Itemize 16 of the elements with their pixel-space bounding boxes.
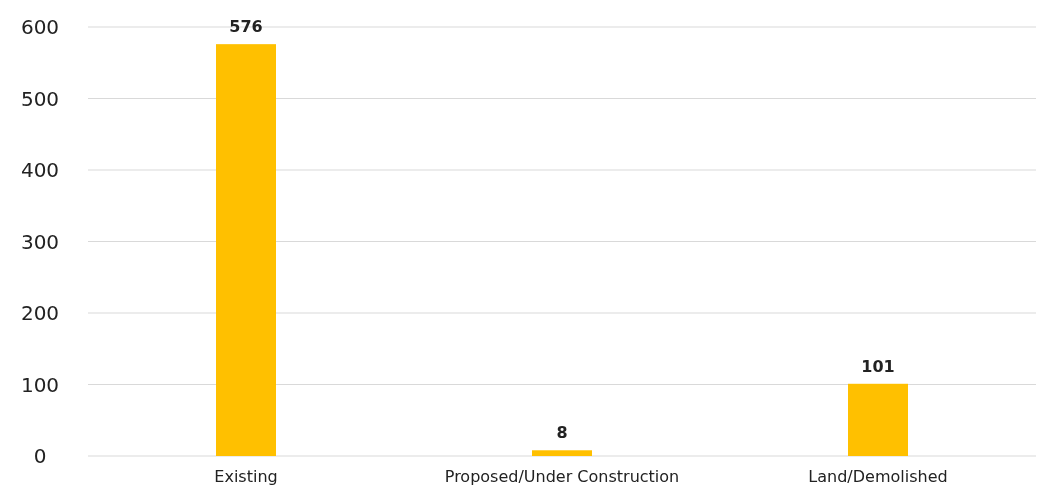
data-label: 8 (556, 423, 568, 443)
bar (848, 383, 908, 456)
bar (532, 450, 592, 456)
bar (216, 44, 276, 456)
x-tick-label: Proposed/Under Construction (444, 467, 680, 486)
data-label: 576 (229, 17, 263, 37)
y-tick-label: 100 (20, 372, 60, 397)
y-tick-label: 600 (20, 15, 60, 39)
y-tick-label: 400 (20, 158, 60, 182)
y-tick-label: 300 (20, 229, 60, 254)
y-tick-label: 0 (33, 444, 47, 468)
x-tick-label: Existing (214, 467, 278, 486)
x-tick-label: Land/Demolished (808, 467, 948, 486)
y-tick-label: 200 (20, 301, 60, 325)
data-label: 101 (861, 356, 895, 376)
y-tick-label: 500 (20, 86, 60, 111)
